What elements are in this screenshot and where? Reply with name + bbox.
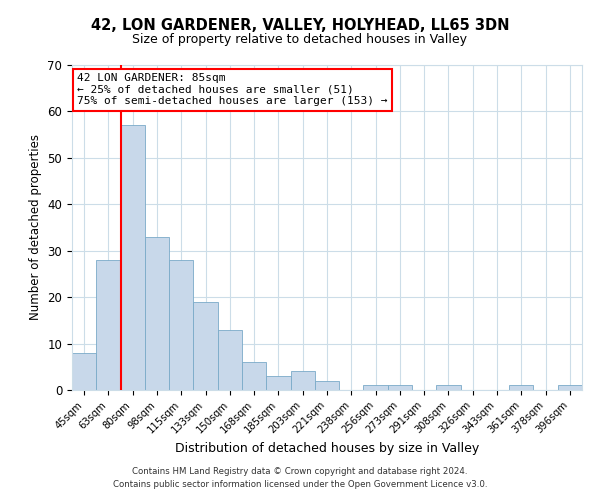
Bar	[266, 376, 290, 390]
Bar	[364, 386, 388, 390]
Bar	[218, 330, 242, 390]
Bar	[96, 260, 121, 390]
Bar	[121, 126, 145, 390]
Bar	[242, 362, 266, 390]
Text: 42 LON GARDENER: 85sqm
← 25% of detached houses are smaller (51)
75% of semi-det: 42 LON GARDENER: 85sqm ← 25% of detached…	[77, 73, 388, 106]
Y-axis label: Number of detached properties: Number of detached properties	[29, 134, 42, 320]
Bar	[145, 237, 169, 390]
Bar	[72, 353, 96, 390]
Bar	[509, 386, 533, 390]
Text: 42, LON GARDENER, VALLEY, HOLYHEAD, LL65 3DN: 42, LON GARDENER, VALLEY, HOLYHEAD, LL65…	[91, 18, 509, 32]
X-axis label: Distribution of detached houses by size in Valley: Distribution of detached houses by size …	[175, 442, 479, 456]
Bar	[388, 386, 412, 390]
Bar	[436, 386, 461, 390]
Text: Size of property relative to detached houses in Valley: Size of property relative to detached ho…	[133, 32, 467, 46]
Bar	[558, 386, 582, 390]
Bar	[315, 380, 339, 390]
Text: Contains HM Land Registry data © Crown copyright and database right 2024.: Contains HM Land Registry data © Crown c…	[132, 467, 468, 476]
Bar	[290, 372, 315, 390]
Bar	[193, 302, 218, 390]
Text: Contains public sector information licensed under the Open Government Licence v3: Contains public sector information licen…	[113, 480, 487, 489]
Bar	[169, 260, 193, 390]
